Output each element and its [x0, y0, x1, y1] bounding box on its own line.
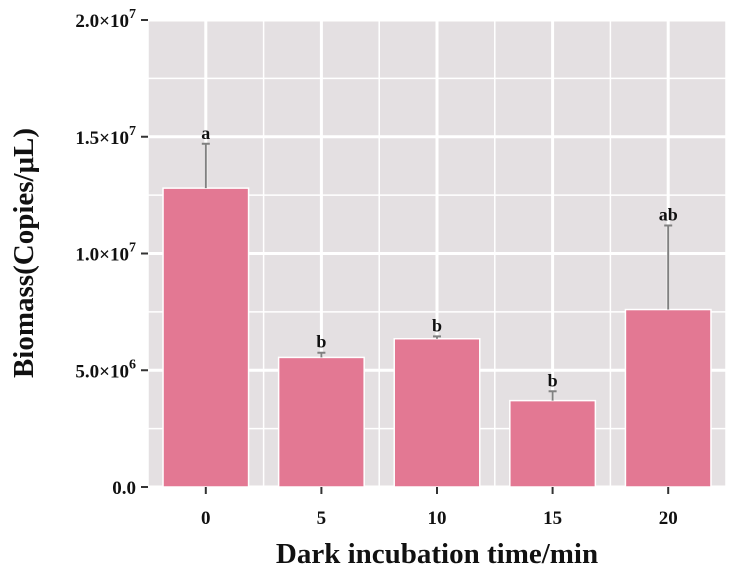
y-tick-label: 5.0×106 — [75, 357, 136, 382]
x-tick-label: 10 — [428, 508, 447, 529]
y-axis: 0.0 5.0×106 1.0×107 1.5×107 2.0×107 — [75, 7, 148, 499]
y-tick-label: 2.0×107 — [75, 7, 136, 32]
error-bars — [201, 142, 673, 401]
significance-label: b — [548, 370, 558, 390]
x-axis: 0 5 10 15 20 — [201, 487, 678, 529]
x-axis-title: Dark incubation time/min — [276, 538, 598, 570]
x-tick-label: 15 — [543, 508, 562, 529]
bar — [277, 356, 365, 488]
significance-label: ab — [659, 204, 678, 224]
x-tick-label: 0 — [201, 508, 211, 529]
y-tick-label: 0.0 — [112, 478, 136, 499]
bar — [624, 308, 712, 488]
significance-label: a — [201, 123, 210, 143]
significance-label: b — [432, 315, 442, 335]
bar — [393, 337, 481, 488]
x-tick-label: 5 — [317, 508, 327, 529]
y-tick-label: 1.0×107 — [75, 241, 136, 266]
x-tick-label: 20 — [659, 508, 678, 529]
significance-label: b — [316, 332, 326, 352]
y-tick-label: 1.5×107 — [75, 124, 136, 149]
bars — [162, 187, 712, 488]
y-axis-title: Biomass(Copies/μL) — [8, 128, 40, 378]
bar — [509, 399, 597, 488]
bar — [162, 187, 250, 488]
